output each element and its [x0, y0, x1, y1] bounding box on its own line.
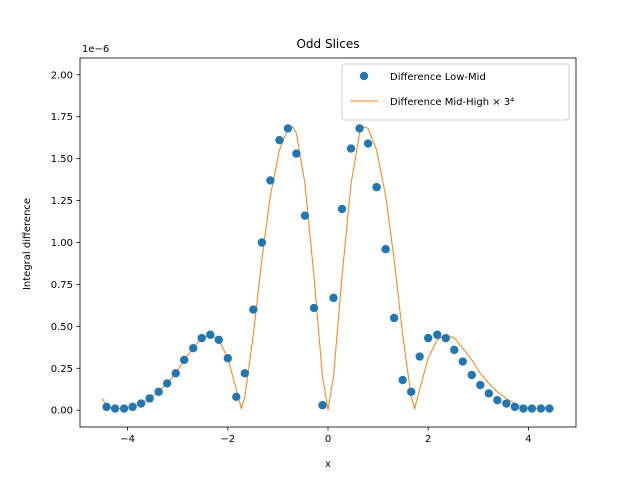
data-point-low-mid — [318, 400, 327, 410]
data-point-low-mid — [545, 404, 554, 413]
data-point-low-mid — [232, 392, 241, 402]
data-point-low-mid — [450, 345, 459, 355]
data-point-low-mid — [433, 330, 442, 339]
data-point-low-mid — [309, 303, 319, 313]
data-point-low-mid — [467, 370, 476, 380]
data-point-low-mid — [476, 380, 485, 390]
x-tick-label: 4 — [525, 434, 531, 445]
data-point-low-mid — [180, 355, 189, 365]
y-tick-label: 0.50 — [51, 322, 73, 333]
data-point-low-mid — [519, 404, 528, 413]
data-point-low-mid — [206, 330, 215, 339]
data-point-low-mid — [214, 335, 223, 344]
legend-frame — [341, 63, 570, 121]
y-tick-label: 1.75 — [51, 112, 73, 123]
x-axis-label: x — [325, 459, 331, 470]
data-point-low-mid — [510, 402, 520, 412]
data-point-low-mid — [154, 387, 163, 396]
data-point-low-mid — [119, 404, 129, 413]
x-tick-label: 2 — [425, 434, 431, 445]
data-point-low-mid — [363, 139, 373, 148]
legend-marker-low-mid — [359, 71, 369, 81]
data-point-low-mid — [502, 399, 511, 408]
data-point-low-mid — [145, 394, 154, 403]
y-tick-label: 0.75 — [51, 280, 73, 291]
data-point-low-mid — [197, 333, 206, 343]
data-point-low-mid — [398, 375, 407, 385]
data-point-low-mid — [240, 369, 250, 378]
data-point-low-mid — [381, 245, 390, 254]
plot-area: −4 −2 0 2 4 0.00 0.25 0.50 0.75 1.00 1.25 1.50 1.75 2… — [51, 57, 577, 445]
data-point-low-mid — [355, 124, 364, 133]
legend-label: Difference Mid-High × 3⁴ — [390, 97, 514, 108]
data-point-low-mid — [171, 369, 180, 378]
data-point-low-mid — [372, 182, 381, 192]
data-point-low-mid — [424, 333, 433, 343]
data-point-low-mid — [300, 211, 310, 220]
data-point-low-mid — [484, 389, 494, 398]
y-tick-label: 0.00 — [51, 406, 73, 417]
data-point-low-mid — [337, 204, 347, 214]
data-point-low-mid — [223, 354, 232, 363]
data-point-low-mid — [257, 238, 267, 247]
x-tick-label: −2 — [220, 434, 235, 445]
data-point-low-mid — [406, 387, 416, 396]
y-offset-text: 1e−6 — [82, 44, 109, 55]
data-point-low-mid — [110, 404, 120, 413]
y-tick-label: 1.50 — [51, 154, 73, 165]
y-axis-label: Integral difference — [22, 198, 33, 290]
data-point-low-mid — [329, 293, 338, 303]
legend: Difference Low-Mid Difference Mid-High × … — [341, 63, 570, 121]
data-point-low-mid — [283, 124, 293, 133]
data-point-low-mid — [527, 404, 537, 413]
data-point-low-mid — [346, 144, 356, 153]
chart-title: Odd Slices — [296, 37, 359, 51]
data-point-low-mid — [162, 379, 172, 388]
data-point-low-mid — [136, 399, 146, 408]
y-tick-label: 0.25 — [51, 364, 73, 375]
data-point-low-mid — [493, 395, 502, 405]
x-tick-label: −4 — [120, 434, 135, 445]
data-point-low-mid — [458, 357, 467, 366]
data-point-low-mid — [415, 352, 424, 361]
x-tick-label: 0 — [325, 434, 331, 445]
data-point-low-mid — [536, 404, 546, 413]
y-tick-label: 2.00 — [51, 70, 73, 81]
data-point-low-mid — [102, 402, 111, 412]
data-point-low-mid — [266, 176, 275, 185]
data-point-low-mid — [128, 402, 137, 412]
data-point-low-mid — [389, 313, 399, 323]
data-point-low-mid — [275, 135, 284, 145]
data-point-low-mid — [189, 343, 198, 353]
y-tick-label: 1.25 — [51, 196, 73, 207]
legend-label: Difference Low-Mid — [390, 72, 486, 83]
data-point-low-mid — [441, 333, 450, 343]
data-point-low-mid — [292, 149, 301, 158]
y-tick-label: 1.00 — [51, 238, 73, 249]
data-point-low-mid — [249, 305, 258, 314]
